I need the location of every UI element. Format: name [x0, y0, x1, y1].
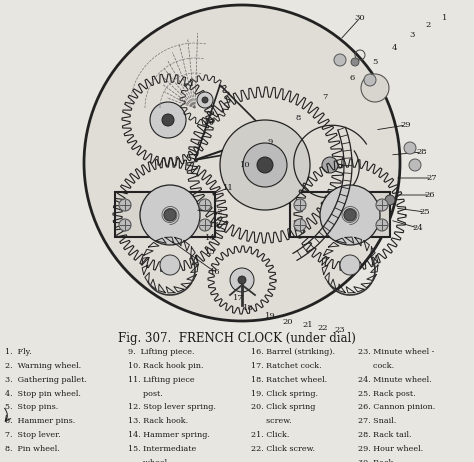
Text: 8.  Pin wheel.: 8. Pin wheel.	[5, 445, 60, 453]
Text: 6: 6	[349, 74, 355, 82]
Circle shape	[150, 102, 186, 138]
Text: 20. Click spring: 20. Click spring	[251, 403, 316, 412]
Text: 15. Intermediate: 15. Intermediate	[128, 445, 196, 453]
Circle shape	[340, 255, 360, 275]
Text: 11: 11	[223, 184, 233, 192]
Text: 5.  Stop pins.: 5. Stop pins.	[5, 403, 58, 412]
Text: 9: 9	[267, 138, 273, 146]
Circle shape	[334, 54, 346, 66]
Text: cock.: cock.	[358, 362, 394, 370]
Text: 30. Rack.: 30. Rack.	[358, 459, 396, 462]
Text: 13: 13	[209, 221, 219, 229]
Circle shape	[199, 199, 211, 211]
Circle shape	[294, 219, 306, 231]
Text: 3.  Gathering pallet.: 3. Gathering pallet.	[5, 376, 87, 384]
Circle shape	[160, 255, 180, 275]
FancyBboxPatch shape	[115, 192, 215, 237]
Text: 23. Minute wheel -: 23. Minute wheel -	[358, 348, 434, 356]
Circle shape	[376, 219, 388, 231]
Circle shape	[202, 97, 208, 103]
Text: 22: 22	[318, 324, 328, 332]
Circle shape	[197, 92, 213, 108]
Text: 19. Click spring.: 19. Click spring.	[251, 389, 318, 398]
Text: 28. Rack tail.: 28. Rack tail.	[358, 431, 411, 439]
Text: 1: 1	[442, 14, 447, 22]
Text: 26: 26	[425, 191, 435, 199]
Text: 21: 21	[303, 321, 313, 329]
Text: screw.: screw.	[251, 417, 292, 426]
Text: 23: 23	[335, 326, 346, 334]
Text: 14: 14	[205, 234, 216, 242]
Text: 15: 15	[205, 248, 215, 256]
Circle shape	[409, 159, 421, 171]
Text: 6.  Hammer pins.: 6. Hammer pins.	[5, 417, 75, 426]
Text: 12: 12	[213, 208, 223, 216]
Text: 25. Rack post.: 25. Rack post.	[358, 389, 416, 398]
Circle shape	[162, 114, 174, 126]
Text: 4: 4	[391, 44, 397, 52]
Text: 4.  Stop pin wheel.: 4. Stop pin wheel.	[5, 389, 81, 398]
Text: 1.  Fly.: 1. Fly.	[5, 348, 31, 356]
Text: 25: 25	[419, 208, 430, 216]
Circle shape	[220, 120, 310, 210]
Text: 9.  Lifting piece.: 9. Lifting piece.	[128, 348, 194, 356]
Text: 2: 2	[425, 21, 430, 29]
Text: 19: 19	[264, 312, 275, 320]
Circle shape	[385, 195, 395, 205]
Circle shape	[140, 185, 200, 245]
Circle shape	[361, 74, 389, 102]
Text: 27: 27	[427, 174, 438, 182]
Circle shape	[199, 219, 211, 231]
Circle shape	[238, 276, 246, 284]
Text: 16. Barrel (striking).: 16. Barrel (striking).	[251, 348, 335, 356]
Circle shape	[257, 157, 273, 173]
Text: 10: 10	[240, 161, 250, 169]
Circle shape	[322, 157, 338, 173]
Text: 21. Click.: 21. Click.	[251, 431, 290, 439]
Text: 2.  Warning wheel.: 2. Warning wheel.	[5, 362, 81, 370]
Text: 20: 20	[283, 318, 293, 326]
Text: 11. Lifting piece: 11. Lifting piece	[128, 376, 195, 384]
Text: 5: 5	[372, 58, 378, 66]
Text: 24. Minute wheel.: 24. Minute wheel.	[358, 376, 431, 384]
Text: 7: 7	[322, 93, 328, 101]
Text: 13. Rack hook.: 13. Rack hook.	[128, 417, 188, 426]
Circle shape	[164, 209, 176, 221]
Text: 29: 29	[401, 121, 411, 129]
Circle shape	[351, 58, 359, 66]
Circle shape	[376, 199, 388, 211]
Text: post.: post.	[128, 389, 163, 398]
Circle shape	[344, 209, 356, 221]
Text: 3: 3	[410, 31, 415, 39]
Text: 24: 24	[413, 224, 423, 232]
Text: 29. Hour wheel.: 29. Hour wheel.	[358, 445, 423, 453]
Text: 18: 18	[243, 304, 254, 312]
Circle shape	[119, 199, 131, 211]
Text: 8: 8	[295, 114, 301, 122]
Text: 22. Click screw.: 22. Click screw.	[251, 445, 315, 453]
FancyBboxPatch shape	[290, 192, 390, 237]
Text: Fig. 307.  FRENCH CLOCK (under dial): Fig. 307. FRENCH CLOCK (under dial)	[118, 332, 356, 345]
Text: 27. Snail.: 27. Snail.	[358, 417, 396, 426]
Text: 16: 16	[210, 268, 220, 276]
Circle shape	[84, 5, 400, 321]
Text: 18. Ratchet wheel.: 18. Ratchet wheel.	[251, 376, 328, 384]
Circle shape	[119, 219, 131, 231]
Text: 17. Ratchet cock.: 17. Ratchet cock.	[251, 362, 322, 370]
Circle shape	[364, 74, 376, 86]
Circle shape	[294, 199, 306, 211]
Text: 26. Cannon pinion.: 26. Cannon pinion.	[358, 403, 435, 412]
Text: 12. Stop lever spring.: 12. Stop lever spring.	[128, 403, 216, 412]
Text: 7.  Stop lever.: 7. Stop lever.	[5, 431, 60, 439]
Text: 30: 30	[355, 14, 365, 22]
Circle shape	[404, 142, 416, 154]
Circle shape	[243, 143, 287, 187]
Circle shape	[320, 185, 380, 245]
Text: 10. Rack hook pin.: 10. Rack hook pin.	[128, 362, 203, 370]
Text: 17: 17	[233, 294, 243, 302]
Text: 14. Hammer spring.: 14. Hammer spring.	[128, 431, 210, 439]
Circle shape	[230, 268, 254, 292]
Text: wheel.: wheel.	[128, 459, 170, 462]
Text: 28: 28	[417, 148, 428, 156]
